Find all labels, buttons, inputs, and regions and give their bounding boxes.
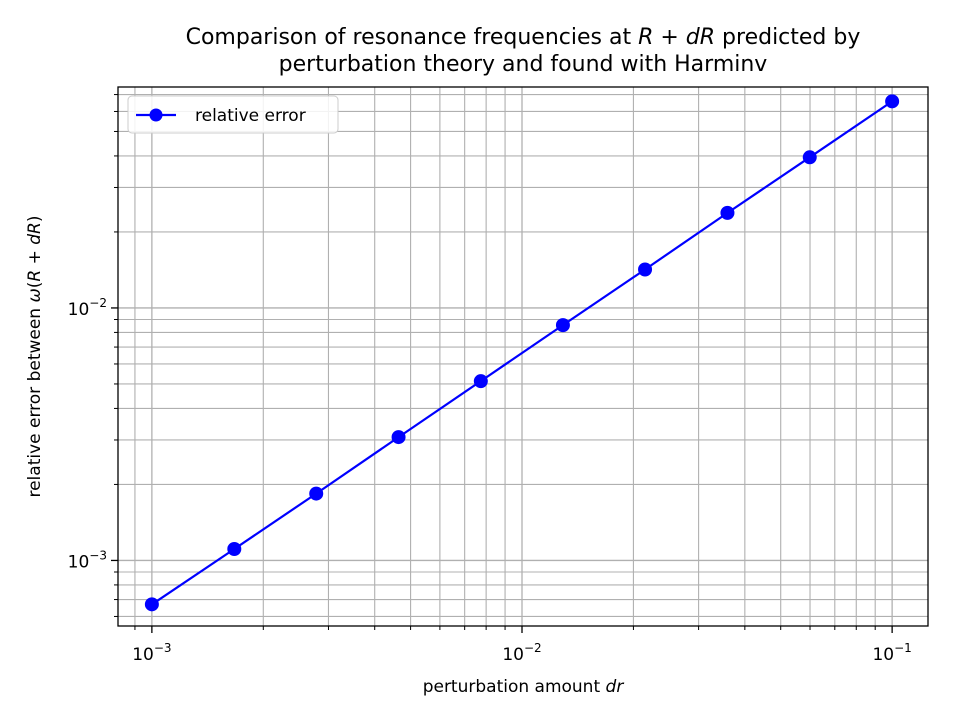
grid-major bbox=[118, 87, 928, 626]
series-line bbox=[151, 100, 893, 606]
data-point bbox=[391, 430, 406, 445]
chart-title: Comparison of resonance frequencies at R… bbox=[186, 25, 861, 77]
legend-marker bbox=[149, 108, 163, 122]
data-point bbox=[555, 318, 570, 333]
axis-tick-labels: 10−3 10−2 10−1 10−3 10−2 bbox=[68, 296, 912, 665]
data-point bbox=[309, 486, 324, 501]
data-point bbox=[227, 541, 242, 556]
y-tick-label: 10−2 bbox=[68, 296, 107, 320]
x-axis-label: perturbation amount dr bbox=[423, 677, 625, 697]
data-point bbox=[720, 205, 735, 220]
x-tick-label: 10−2 bbox=[502, 641, 541, 665]
legend-box bbox=[127, 95, 339, 134]
plot-frame bbox=[117, 86, 929, 627]
x-tick-label: 10−1 bbox=[872, 641, 911, 665]
data-point bbox=[473, 374, 488, 389]
y-tick-label: 10−3 bbox=[68, 548, 107, 572]
data-point bbox=[802, 150, 817, 165]
chart-title-line: perturbation theory and found with Harmi… bbox=[279, 52, 768, 77]
series-layer bbox=[144, 94, 900, 612]
chart-title-line: Comparison of resonance frequencies at R… bbox=[186, 25, 861, 50]
data-point bbox=[144, 597, 159, 612]
y-axis-label: relative error between ω(R + dR) bbox=[25, 215, 45, 497]
legend: relative error bbox=[127, 95, 339, 134]
data-point bbox=[638, 262, 653, 277]
x-tick-label: 10−3 bbox=[132, 641, 171, 665]
grid-minor bbox=[118, 87, 928, 626]
data-point bbox=[885, 94, 900, 109]
legend-entry-label: relative error bbox=[195, 106, 306, 126]
axis-ticks bbox=[111, 94, 893, 633]
